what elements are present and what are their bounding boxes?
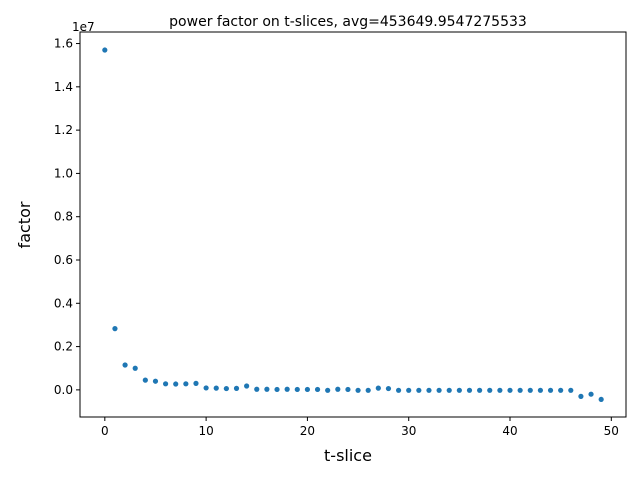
data-point — [193, 380, 199, 386]
data-point — [294, 386, 300, 393]
data-point — [588, 391, 594, 397]
data-point — [446, 387, 452, 393]
data-point — [547, 387, 554, 393]
data-point — [244, 383, 250, 389]
data-point — [335, 386, 341, 392]
y-tick-label: 0.6 — [54, 253, 73, 267]
data-point — [284, 386, 290, 392]
y-tick-label: 1.6 — [54, 37, 73, 51]
data-point — [416, 387, 422, 393]
y-axis-label: factor — [15, 201, 34, 248]
data-point — [395, 387, 402, 393]
plot-frame — [79, 31, 627, 418]
y-tick-label: 1.2 — [54, 123, 73, 137]
data-point — [142, 377, 148, 383]
x-axis-label: t-slice — [324, 446, 372, 465]
data-point — [304, 386, 311, 393]
x-tick-label: 0 — [101, 424, 109, 438]
data-point — [314, 386, 321, 393]
y-tick-label: 1.4 — [54, 80, 73, 94]
data-point — [162, 381, 169, 387]
x-axis-ticks: 0 10 20 30 40 50 — [101, 417, 619, 438]
x-tick-label: 20 — [300, 424, 315, 438]
data-point — [558, 387, 564, 393]
chart-title: power factor on t-slices, avg=453649.954… — [169, 14, 527, 30]
data-point — [102, 47, 108, 53]
data-point — [436, 387, 442, 393]
data-point — [477, 387, 483, 393]
data-point — [487, 387, 493, 393]
data-point — [233, 385, 240, 391]
data-point — [578, 393, 584, 399]
data-point — [456, 387, 462, 393]
y-tick-label: 1.0 — [54, 166, 73, 180]
data-point — [517, 387, 523, 393]
data-point — [568, 387, 574, 393]
data-point — [254, 386, 260, 392]
data-point — [213, 385, 219, 391]
data-point — [507, 387, 513, 393]
y-tick-label: 0.2 — [54, 340, 73, 354]
data-point — [274, 386, 280, 393]
data-point — [598, 396, 604, 403]
data-point — [112, 326, 118, 332]
data-point — [173, 381, 179, 387]
data-point — [132, 365, 138, 371]
data-point — [152, 378, 159, 384]
data-point — [345, 386, 351, 393]
data-point — [527, 387, 533, 393]
data-point — [355, 387, 361, 393]
y-tick-label: 0.8 — [54, 210, 73, 224]
y-axis-offset-label: 1e7 — [72, 20, 95, 34]
data-point — [385, 385, 392, 392]
data-point — [426, 387, 432, 393]
data-point — [537, 387, 544, 393]
data-points — [102, 47, 604, 403]
data-point — [223, 385, 229, 392]
data-point — [122, 362, 128, 368]
data-point — [203, 385, 209, 391]
data-point — [183, 381, 189, 387]
data-point — [325, 387, 331, 393]
y-tick-label: 0.0 — [54, 383, 73, 397]
data-point — [264, 386, 270, 392]
data-point — [466, 387, 473, 393]
y-axis-ticks: 0.0 0.2 0.4 0.6 0.8 1.0 1.2 1.4 1.6 — [54, 37, 80, 397]
y-tick-label: 0.4 — [54, 296, 73, 310]
data-point — [497, 387, 503, 393]
x-tick-label: 10 — [198, 424, 213, 438]
x-tick-label: 40 — [502, 424, 517, 438]
data-point — [365, 387, 371, 393]
x-tick-label: 50 — [604, 424, 619, 438]
data-point — [406, 387, 412, 393]
data-point — [375, 385, 381, 391]
x-tick-label: 30 — [401, 424, 416, 438]
